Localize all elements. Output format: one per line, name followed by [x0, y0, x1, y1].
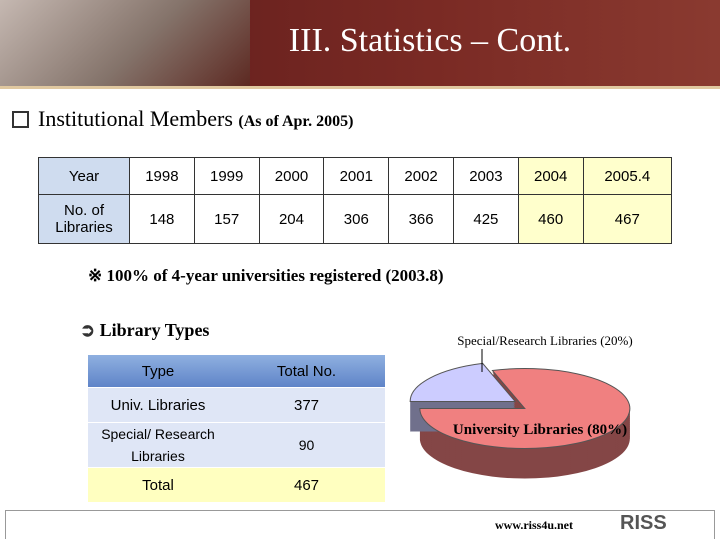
- cell: 90: [228, 422, 385, 468]
- header-cell: Total No.: [228, 355, 385, 388]
- table-row: No. of Libraries 148 157 204 306 366 425 460 467: [38, 194, 673, 244]
- types-heading-text: Library Types: [99, 320, 210, 340]
- cell: 377: [228, 387, 385, 423]
- section-text: Institutional Members: [38, 106, 233, 131]
- section-note: (As of Apr. 2005): [238, 113, 354, 130]
- footer-bar: [5, 510, 715, 539]
- pie-label: Special/Research Libraries (20%): [457, 333, 632, 348]
- pie-slice: [409, 362, 517, 402]
- pie-slice: [419, 368, 631, 450]
- cell: 366: [388, 194, 454, 244]
- cell: 1998: [129, 157, 195, 195]
- pie-label: University Libraries (80%): [453, 422, 627, 438]
- types-table: Type Total No. Univ. Libraries 377 Special/ …: [88, 355, 385, 503]
- slide-title: III. Statistics – Cont.: [288, 22, 572, 59]
- row-header: Year: [38, 157, 130, 195]
- cell: 148: [129, 194, 195, 244]
- types-heading: ➲ Library Types: [80, 320, 210, 340]
- cell: Total: [88, 467, 228, 503]
- bullet: [12, 111, 29, 128]
- rule: [0, 86, 720, 89]
- cell: 425: [452, 194, 519, 244]
- table-row: Univ. Libraries 377: [88, 387, 385, 423]
- footnote: ※ 100% of 4-year universities registered…: [88, 266, 444, 285]
- header-cell: Type: [88, 355, 228, 388]
- cell: 460: [517, 194, 584, 244]
- header-row: Type Total No.: [88, 355, 385, 388]
- cell: 2000: [258, 157, 325, 195]
- cell: Special/ Research Libraries: [88, 422, 228, 468]
- table-row: Year 1998 1999 2000 2001 2002 2003 2004 2005.4: [38, 157, 673, 195]
- table-row: Special/ Research Libraries 90: [88, 422, 385, 468]
- cell: 2005.4: [582, 157, 673, 195]
- cell: 2002: [388, 157, 454, 195]
- cell: 204: [258, 194, 325, 244]
- row-header: No. of Libraries: [38, 194, 130, 244]
- members-table: Year 1998 1999 2000 2001 2002 2003 2004 2005.4 No…: [38, 157, 673, 244]
- cell: 467: [228, 467, 385, 503]
- section-title: Institutional Members (As of Apr. 2005): [38, 106, 353, 132]
- cell: 306: [323, 194, 390, 244]
- footer-url: www.riss4u.net: [495, 518, 574, 532]
- cell: 2001: [323, 157, 390, 195]
- photo: [0, 0, 250, 86]
- cell: 157: [193, 194, 260, 244]
- table-row: Total 467: [88, 467, 385, 503]
- footer-logo: RISS: [620, 512, 667, 534]
- cell: Univ. Libraries: [88, 387, 228, 423]
- cell: 467: [582, 194, 673, 244]
